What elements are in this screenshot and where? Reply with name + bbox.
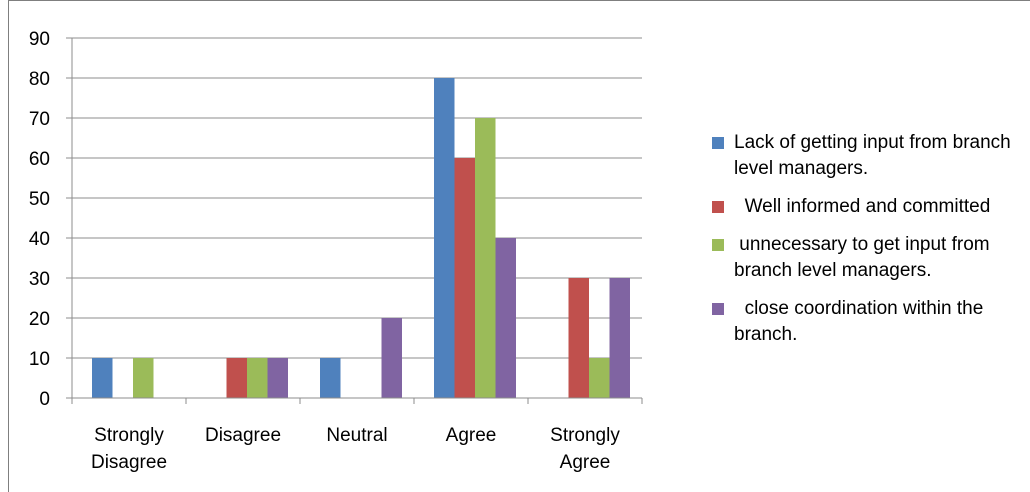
bar	[495, 238, 516, 398]
y-tick-label: 20	[29, 309, 50, 330]
x-tick-label: Neutral	[326, 425, 387, 446]
bar	[609, 278, 630, 398]
bar	[92, 358, 113, 398]
x-tick-label: Strongly Disagree	[91, 425, 167, 473]
y-tick-label: 50	[29, 189, 50, 210]
legend: Lack of getting input from branch level …	[712, 130, 1022, 360]
y-tick-label: 30	[29, 269, 50, 290]
y-tick-label: 70	[29, 109, 50, 130]
y-tick-label: 0	[39, 389, 50, 410]
x-tick-labels: Strongly Disagree Disagree Neutral Agree Stro…	[91, 425, 620, 473]
bar	[568, 278, 589, 398]
legend-item: Lack of getting input from branch level …	[712, 130, 1022, 182]
legend-label: unnecessary to get input from branch lev…	[734, 234, 995, 281]
bar	[589, 358, 610, 398]
y-tick-label: 10	[29, 349, 50, 370]
chart-frame	[8, 0, 1030, 492]
legend-label: close coordination within the branch.	[734, 298, 989, 345]
legend-swatch	[712, 239, 724, 251]
x-tick-label: Strongly Agree	[550, 425, 620, 473]
legend-label: Lack of getting input from branch level …	[734, 132, 1016, 179]
legend-item: Well informed and committed	[712, 194, 1022, 220]
x-tick-label: Agree	[446, 425, 497, 446]
bar	[247, 358, 268, 398]
bar	[454, 158, 475, 398]
y-tick-label: 90	[29, 29, 50, 50]
x-tick-label: Disagree	[205, 425, 281, 446]
y-tick-label: 80	[29, 69, 50, 90]
bar	[320, 358, 341, 398]
legend-label: Well informed and committed	[734, 196, 991, 217]
legend-swatch	[712, 137, 724, 149]
axes	[66, 37, 643, 404]
legend-swatch	[712, 201, 724, 213]
bar	[133, 358, 154, 398]
bars	[92, 78, 630, 398]
legend-swatch	[712, 303, 724, 315]
y-tick-label: 60	[29, 149, 50, 170]
legend-item: unnecessary to get input from branch lev…	[712, 232, 1022, 284]
legend-item: close coordination within the branch.	[712, 296, 1022, 348]
bar	[226, 358, 247, 398]
gridlines	[72, 37, 642, 359]
bar	[475, 118, 496, 398]
y-tick-labels: 0 10 20 30 40 50 60 70 80 90	[29, 29, 50, 410]
y-tick-label: 40	[29, 229, 50, 250]
bar	[267, 358, 288, 398]
bar	[434, 78, 455, 398]
bar	[381, 318, 402, 398]
